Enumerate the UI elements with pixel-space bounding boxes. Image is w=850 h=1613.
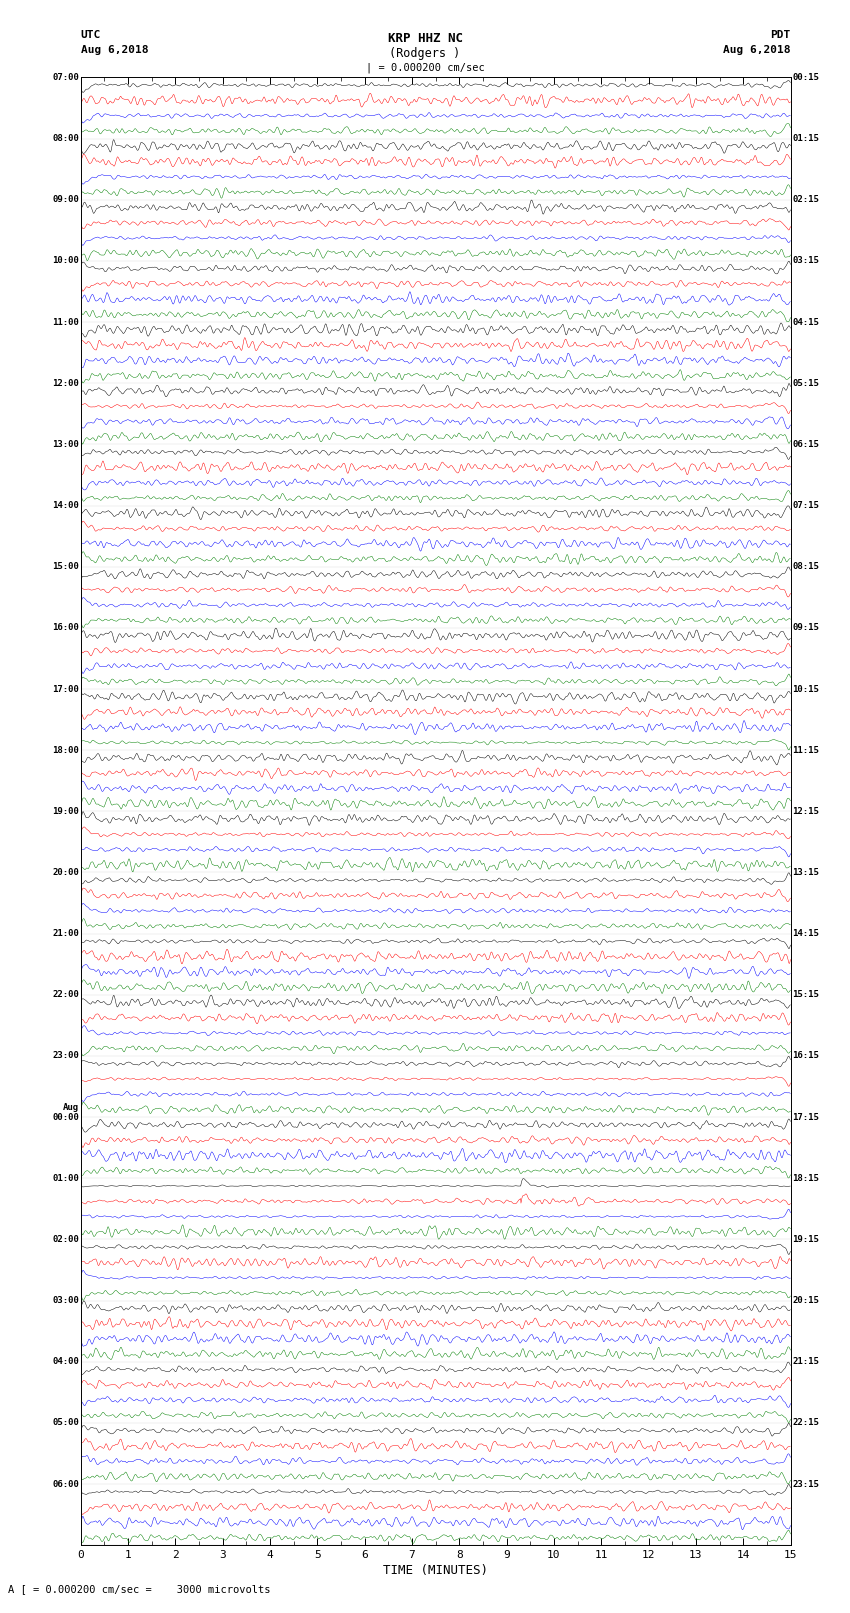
Text: 13:00: 13:00 bbox=[52, 440, 79, 448]
Text: 04:15: 04:15 bbox=[792, 318, 819, 326]
Text: 06:15: 06:15 bbox=[792, 440, 819, 448]
Text: Aug: Aug bbox=[63, 1103, 79, 1113]
Text: 11:15: 11:15 bbox=[792, 745, 819, 755]
Text: 07:00: 07:00 bbox=[52, 73, 79, 82]
Text: 14:00: 14:00 bbox=[52, 502, 79, 510]
Text: 18:00: 18:00 bbox=[52, 745, 79, 755]
Text: 15:15: 15:15 bbox=[792, 990, 819, 1000]
Text: 17:15: 17:15 bbox=[792, 1113, 819, 1121]
Text: Aug 6,2018: Aug 6,2018 bbox=[723, 45, 791, 55]
Text: 20:00: 20:00 bbox=[52, 868, 79, 877]
Text: 09:00: 09:00 bbox=[52, 195, 79, 205]
Text: 03:15: 03:15 bbox=[792, 256, 819, 266]
Text: 05:15: 05:15 bbox=[792, 379, 819, 387]
Text: 16:15: 16:15 bbox=[792, 1052, 819, 1060]
Text: 05:00: 05:00 bbox=[52, 1418, 79, 1428]
Text: 21:00: 21:00 bbox=[52, 929, 79, 939]
Text: 04:00: 04:00 bbox=[52, 1357, 79, 1366]
Text: 13:15: 13:15 bbox=[792, 868, 819, 877]
Text: 22:00: 22:00 bbox=[52, 990, 79, 1000]
Text: 19:00: 19:00 bbox=[52, 806, 79, 816]
Text: 02:00: 02:00 bbox=[52, 1236, 79, 1244]
Text: 16:00: 16:00 bbox=[52, 623, 79, 632]
Text: 22:15: 22:15 bbox=[792, 1418, 819, 1428]
Text: 08:15: 08:15 bbox=[792, 563, 819, 571]
Text: | = 0.000200 cm/sec: | = 0.000200 cm/sec bbox=[366, 61, 484, 73]
Text: 09:15: 09:15 bbox=[792, 623, 819, 632]
Text: Aug 6,2018: Aug 6,2018 bbox=[81, 45, 148, 55]
Text: 23:15: 23:15 bbox=[792, 1479, 819, 1489]
Text: 23:00: 23:00 bbox=[52, 1052, 79, 1060]
X-axis label: TIME (MINUTES): TIME (MINUTES) bbox=[383, 1565, 488, 1578]
Text: 15:00: 15:00 bbox=[52, 563, 79, 571]
Text: 00:15: 00:15 bbox=[792, 73, 819, 82]
Text: UTC: UTC bbox=[81, 31, 101, 40]
Text: A [ = 0.000200 cm/sec =    3000 microvolts: A [ = 0.000200 cm/sec = 3000 microvolts bbox=[8, 1584, 271, 1594]
Text: 08:00: 08:00 bbox=[52, 134, 79, 144]
Text: PDT: PDT bbox=[770, 31, 790, 40]
Text: 02:15: 02:15 bbox=[792, 195, 819, 205]
Text: 03:00: 03:00 bbox=[52, 1297, 79, 1305]
Text: 06:00: 06:00 bbox=[52, 1479, 79, 1489]
Text: 12:00: 12:00 bbox=[52, 379, 79, 387]
Text: 12:15: 12:15 bbox=[792, 806, 819, 816]
Text: 01:15: 01:15 bbox=[792, 134, 819, 144]
Text: 19:15: 19:15 bbox=[792, 1236, 819, 1244]
Text: 10:00: 10:00 bbox=[52, 256, 79, 266]
Text: 20:15: 20:15 bbox=[792, 1297, 819, 1305]
Text: 07:15: 07:15 bbox=[792, 502, 819, 510]
Text: 01:00: 01:00 bbox=[52, 1174, 79, 1182]
Text: 17:00: 17:00 bbox=[52, 684, 79, 694]
Text: (Rodgers ): (Rodgers ) bbox=[389, 47, 461, 60]
Text: 21:15: 21:15 bbox=[792, 1357, 819, 1366]
Text: 14:15: 14:15 bbox=[792, 929, 819, 939]
Text: KRP HHZ NC: KRP HHZ NC bbox=[388, 32, 462, 45]
Text: 10:15: 10:15 bbox=[792, 684, 819, 694]
Text: 00:00: 00:00 bbox=[52, 1113, 79, 1121]
Text: 11:00: 11:00 bbox=[52, 318, 79, 326]
Text: 18:15: 18:15 bbox=[792, 1174, 819, 1182]
